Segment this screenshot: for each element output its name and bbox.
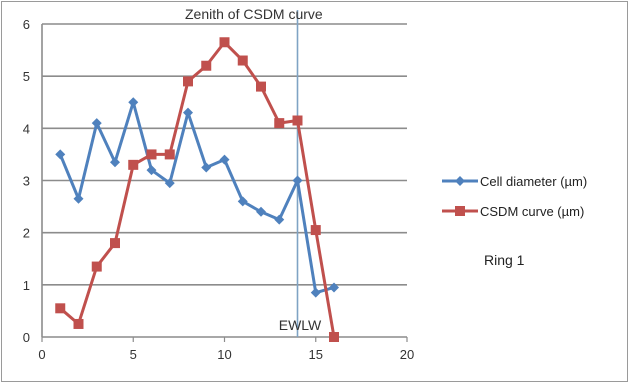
axes: 0 1 2 3 4 5 6 0 5 10 15 20 <box>23 17 414 362</box>
data-point <box>237 196 248 207</box>
y-tick-label: 4 <box>23 121 30 136</box>
legend-label: CSDM curve (µm) <box>480 204 584 219</box>
data-point <box>292 175 303 186</box>
series-line <box>59 40 336 338</box>
series <box>55 37 339 342</box>
data-point <box>146 165 157 176</box>
data-point <box>201 162 212 173</box>
data-point <box>292 115 303 126</box>
data-point <box>128 159 139 170</box>
x-tick-label: 15 <box>309 347 323 362</box>
legend-marker <box>455 176 465 186</box>
y-tick-label: 3 <box>23 174 30 189</box>
data-point <box>128 97 139 108</box>
data-point <box>274 214 285 225</box>
series-2 <box>55 37 339 342</box>
data-point <box>110 238 120 249</box>
data-point <box>110 157 120 168</box>
y-tick-label: 6 <box>23 17 30 32</box>
data-point <box>237 55 248 66</box>
data-point <box>91 261 102 272</box>
y-tick-label: 2 <box>23 226 30 241</box>
y-tick-label: 1 <box>23 278 30 293</box>
data-point <box>164 149 175 160</box>
y-tick-label: 0 <box>23 330 30 345</box>
data-point <box>91 118 102 129</box>
legend-label: Cell diameter (µm) <box>480 174 587 189</box>
data-point <box>146 149 157 160</box>
data-point <box>164 178 175 189</box>
data-point <box>55 149 66 160</box>
data-point <box>310 287 321 298</box>
ewlw-label: EWLW <box>279 317 322 333</box>
legend-marker <box>455 206 465 216</box>
data-point <box>256 81 266 92</box>
gridlines <box>42 23 407 286</box>
x-tick-label: 0 <box>38 347 45 362</box>
data-point <box>183 107 193 118</box>
data-point <box>183 76 193 87</box>
data-point <box>256 206 266 217</box>
data-point <box>55 303 66 314</box>
data-point <box>219 154 230 165</box>
data-point <box>201 60 212 71</box>
series-line <box>58 100 335 295</box>
data-point <box>329 332 339 342</box>
legend: Cell diameter (µm) CSDM curve (µm) Ring 1 <box>442 174 587 268</box>
data-point <box>219 37 230 48</box>
x-tick-label: 10 <box>217 347 231 362</box>
x-tick-label: 5 <box>130 347 137 362</box>
data-point <box>329 282 339 293</box>
x-tick-label: 20 <box>400 347 414 362</box>
annotations: Zenith of CSDM curve EWLW <box>185 6 323 337</box>
data-point <box>274 118 285 129</box>
y-tick-label: 5 <box>23 69 30 84</box>
data-point <box>73 193 84 204</box>
data-point <box>310 225 321 236</box>
zenith-label: Zenith of CSDM curve <box>185 6 323 22</box>
ring-label: Ring 1 <box>484 252 525 268</box>
data-point <box>73 318 84 329</box>
series-1 <box>55 97 339 298</box>
